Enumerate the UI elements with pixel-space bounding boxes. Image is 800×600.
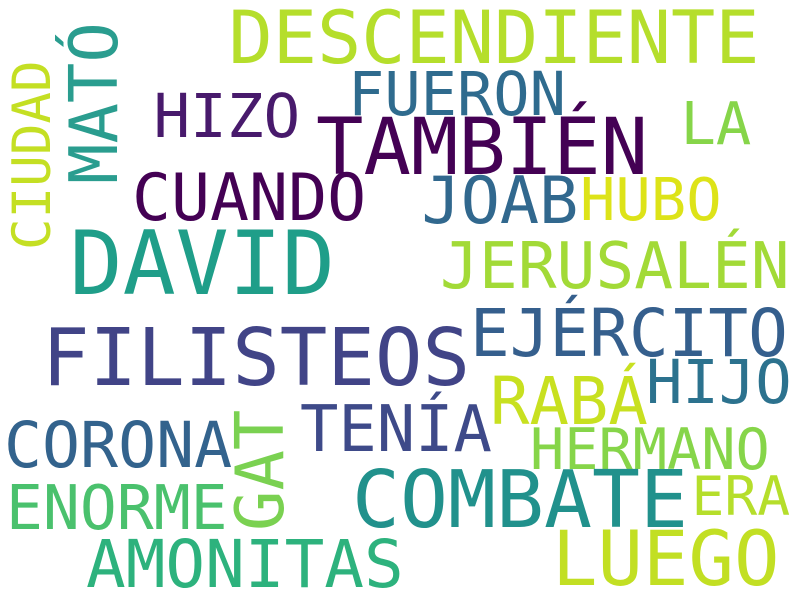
word-mato: MATÓ	[54, 22, 133, 184]
word-enorme: ENORME	[6, 472, 228, 544]
word-hizo: HIZO	[153, 80, 301, 152]
word-cuando: CUANDO	[132, 160, 367, 236]
word-fueron: FUERON	[348, 60, 566, 130]
word-david: DAVID	[69, 212, 335, 315]
word-la: LA	[680, 88, 752, 158]
word-combate: COMBATE	[352, 453, 688, 546]
word-hubo: HUBO	[580, 164, 722, 234]
word-descendiente: DESCENDIENTE	[228, 0, 760, 81]
word-ciudad: CIUDAD	[1, 60, 63, 250]
word-jerusalen: JERUSALÉN	[440, 228, 790, 304]
word-corona: CORONA	[4, 407, 233, 482]
word-era: ERA	[691, 463, 791, 528]
word-luego: LUEGO	[552, 515, 780, 600]
word-filisteos: FILISTEOS	[42, 311, 471, 404]
word-tambien: TAMBIÉN	[316, 100, 649, 193]
word-raba: RABÁ	[490, 364, 648, 440]
word-gat: GAT	[220, 409, 299, 531]
word-hermano: HERMANO	[530, 416, 770, 483]
word-amonitas: AMONITAS	[86, 526, 404, 600]
word-tenia: TENÍA	[300, 393, 492, 467]
word-ejercito: EJÉRCITO	[470, 295, 788, 372]
word-joab: JOAB	[421, 163, 579, 239]
word-hijo: HIJO	[646, 347, 792, 418]
